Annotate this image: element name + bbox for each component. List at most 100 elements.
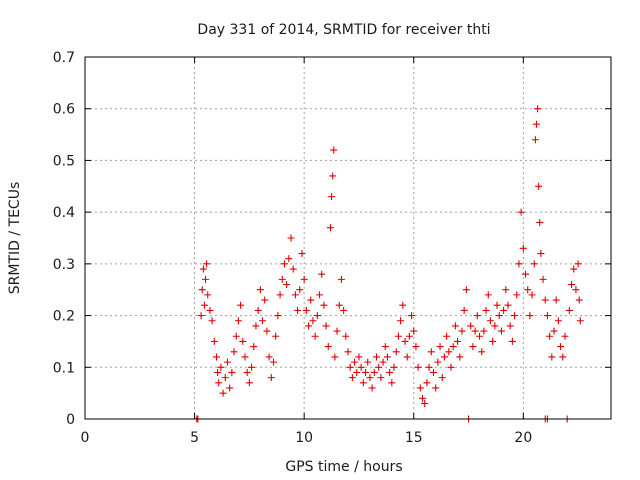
- data-point: [495, 312, 503, 320]
- data-point: [462, 286, 470, 294]
- data-point: [419, 394, 427, 402]
- data-point: [554, 317, 562, 325]
- data-point: [557, 343, 565, 351]
- data-point: [272, 332, 280, 340]
- data-point: [302, 306, 310, 314]
- data-point: [388, 379, 396, 387]
- data-point: [230, 348, 238, 356]
- data-point: [311, 332, 319, 340]
- data-point: [214, 368, 222, 376]
- data-point: [278, 275, 286, 283]
- data-point: [432, 384, 440, 392]
- data-point: [210, 337, 218, 345]
- data-point: [572, 286, 580, 294]
- x-tick-label: 0: [81, 430, 90, 446]
- data-point: [438, 374, 446, 382]
- data-point: [568, 281, 576, 289]
- data-points: [193, 105, 584, 423]
- axis-ticks: [84, 56, 611, 420]
- data-point: [355, 353, 363, 361]
- data-point: [269, 358, 277, 366]
- y-tick-label: 0.4: [53, 205, 75, 221]
- plot-frame: [84, 56, 612, 420]
- y-tick-label: 0.3: [53, 257, 75, 273]
- data-point: [546, 332, 554, 340]
- data-point: [305, 322, 313, 330]
- data-point: [394, 332, 402, 340]
- data-point: [274, 312, 282, 320]
- data-point: [250, 343, 258, 351]
- data-point: [202, 275, 210, 283]
- data-point: [519, 244, 527, 252]
- data-point: [287, 234, 295, 242]
- y-tick-labels: 0 0.1 0.2 0.3 0.4 0.5 0.6 0.7: [53, 50, 75, 428]
- y-tick-label: 0.6: [53, 102, 75, 118]
- data-point: [254, 306, 262, 314]
- data-point: [497, 327, 505, 335]
- data-point: [513, 291, 521, 299]
- data-point: [408, 312, 416, 320]
- data-point: [294, 306, 302, 314]
- data-point: [285, 255, 293, 263]
- data-point: [535, 182, 543, 190]
- data-point: [383, 353, 391, 361]
- data-point: [469, 343, 477, 351]
- data-point: [570, 265, 578, 273]
- data-point: [539, 275, 547, 283]
- data-point: [217, 363, 225, 371]
- data-point: [221, 374, 229, 382]
- data-point: [405, 332, 413, 340]
- data-point: [416, 384, 424, 392]
- data-point: [489, 337, 497, 345]
- data-point: [239, 337, 247, 345]
- data-point: [451, 322, 459, 330]
- data-point: [252, 322, 260, 330]
- data-point: [346, 363, 354, 371]
- data-point: [386, 368, 394, 376]
- y-tick-label: 0.1: [53, 360, 75, 376]
- data-point: [237, 301, 245, 309]
- data-point: [280, 260, 288, 268]
- x-axis-label: GPS time / hours: [285, 459, 402, 475]
- data-point: [552, 296, 560, 304]
- data-point: [484, 291, 492, 299]
- data-point: [344, 348, 352, 356]
- x-tick-label: 5: [190, 430, 199, 446]
- data-point: [390, 363, 398, 371]
- data-point: [331, 353, 339, 361]
- data-point: [261, 296, 269, 304]
- data-point: [232, 332, 240, 340]
- data-point: [215, 379, 223, 387]
- data-point: [447, 363, 455, 371]
- data-point: [245, 379, 253, 387]
- data-point: [460, 306, 468, 314]
- data-point: [364, 358, 372, 366]
- data-point: [476, 332, 483, 340]
- data-point: [491, 322, 499, 330]
- data-point: [324, 343, 332, 351]
- data-point: [316, 291, 324, 299]
- data-point: [267, 374, 275, 382]
- data-point: [548, 353, 556, 361]
- data-point: [199, 265, 207, 273]
- data-point: [322, 322, 330, 330]
- data-point: [243, 368, 251, 376]
- data-point: [543, 312, 551, 320]
- data-point: [574, 260, 582, 268]
- data-point: [335, 301, 343, 309]
- data-point: [526, 312, 534, 320]
- data-point: [248, 363, 256, 371]
- data-point: [370, 368, 378, 376]
- data-point: [550, 327, 558, 335]
- data-point: [436, 343, 444, 351]
- data-point: [480, 327, 488, 335]
- data-point: [403, 353, 411, 361]
- data-point: [263, 327, 271, 335]
- data-point: [522, 270, 530, 278]
- data-point: [300, 275, 308, 283]
- data-point: [223, 358, 231, 366]
- data-point: [234, 317, 242, 325]
- data-point: [351, 358, 359, 366]
- data-point: [256, 286, 264, 294]
